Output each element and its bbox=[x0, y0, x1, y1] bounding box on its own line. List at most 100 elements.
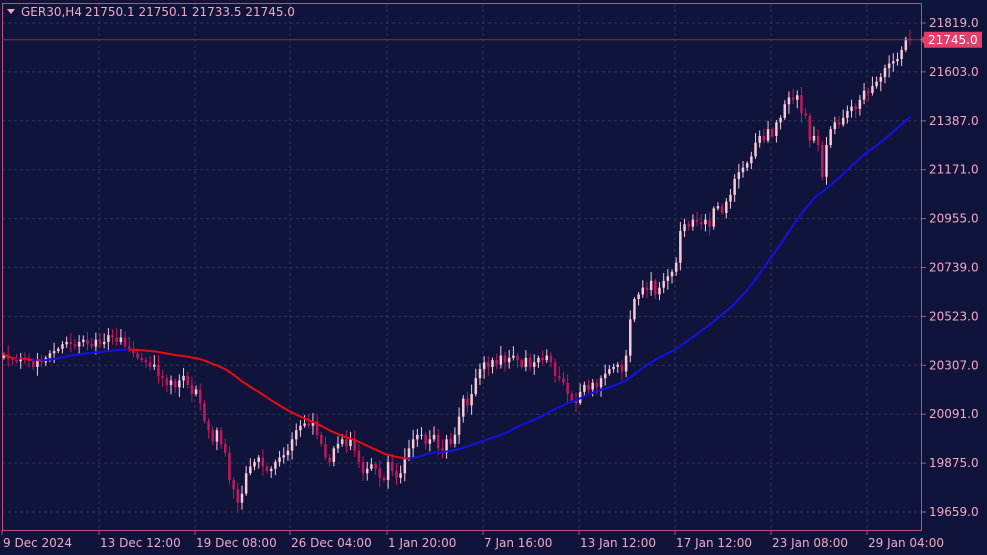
candle-body bbox=[812, 135, 816, 141]
candle-body bbox=[441, 448, 444, 453]
candle-body bbox=[745, 163, 749, 168]
candle-body bbox=[796, 95, 799, 100]
y-tick-label: 20307.0 bbox=[929, 358, 979, 372]
candle-body bbox=[153, 364, 156, 367]
candle-body bbox=[257, 457, 260, 462]
candle-body bbox=[862, 90, 866, 100]
candle-body bbox=[403, 457, 407, 474]
candle-body bbox=[524, 357, 528, 367]
candle-body bbox=[411, 439, 415, 449]
candle-body bbox=[829, 129, 832, 146]
candle-body bbox=[516, 355, 519, 361]
candle-body bbox=[11, 358, 14, 361]
candle-body bbox=[198, 389, 202, 404]
x-tick-label: 19 Dec 08:00 bbox=[196, 536, 277, 550]
candle-body bbox=[879, 77, 883, 82]
candle-body bbox=[562, 378, 565, 383]
candle-body bbox=[750, 156, 753, 164]
candle-body bbox=[69, 341, 73, 345]
candle-body bbox=[691, 219, 695, 227]
candle-body bbox=[587, 384, 590, 390]
candle-body bbox=[186, 375, 189, 385]
candle-body bbox=[311, 421, 315, 426]
candle-body bbox=[495, 360, 498, 365]
candle-body bbox=[361, 461, 365, 474]
ma-segment bbox=[771, 249, 778, 258]
candle-body bbox=[203, 403, 206, 422]
candle-body bbox=[224, 443, 227, 453]
candle-body bbox=[608, 369, 611, 374]
candle-body bbox=[900, 49, 903, 59]
price-tag-arrow bbox=[920, 34, 925, 45]
candle-body bbox=[282, 455, 285, 458]
candle-body bbox=[178, 380, 181, 388]
y-tick-label: 19875.0 bbox=[929, 456, 979, 470]
ma-segment bbox=[750, 278, 757, 286]
candle-body bbox=[449, 439, 452, 444]
ma-segment bbox=[779, 236, 786, 246]
triangle-down-icon[interactable] bbox=[7, 9, 15, 14]
candle-body bbox=[31, 361, 35, 367]
candle-body bbox=[132, 348, 135, 354]
candle-body bbox=[725, 201, 728, 213]
candle-body bbox=[382, 477, 386, 481]
x-tick-label: 1 Jan 20:00 bbox=[388, 536, 456, 550]
candle-body bbox=[674, 262, 678, 272]
candle-body bbox=[165, 378, 169, 385]
candle-body bbox=[86, 339, 89, 345]
candle-body bbox=[666, 276, 670, 281]
candle-body bbox=[36, 360, 39, 367]
candle-body bbox=[833, 122, 837, 130]
candle-body bbox=[107, 335, 110, 342]
ma-segment bbox=[775, 243, 782, 252]
candle-body bbox=[261, 457, 265, 467]
candle-body bbox=[804, 113, 807, 116]
candle-body bbox=[654, 280, 657, 295]
candle-body bbox=[136, 353, 139, 358]
ma-segment bbox=[746, 283, 753, 291]
candle-body bbox=[595, 382, 599, 388]
candle-body bbox=[821, 145, 824, 177]
candle-body bbox=[73, 344, 77, 347]
candle-body bbox=[787, 97, 791, 105]
candle-body bbox=[866, 90, 870, 93]
x-tick-label: 29 Jan 04:00 bbox=[868, 536, 944, 550]
candle-body bbox=[466, 398, 469, 406]
candle-body bbox=[470, 394, 473, 406]
candle-body bbox=[837, 122, 841, 125]
candle-body bbox=[528, 357, 532, 367]
y-tick-label: 20091.0 bbox=[929, 407, 979, 421]
ma-segment bbox=[758, 266, 765, 275]
candle-body bbox=[274, 461, 277, 469]
header-symbol: GER30,H4 bbox=[21, 5, 82, 19]
candle-body bbox=[111, 335, 114, 338]
candle-body bbox=[445, 439, 448, 453]
candle-body bbox=[687, 224, 690, 227]
candle-body bbox=[683, 224, 686, 232]
candle-body bbox=[766, 129, 770, 141]
candle-body bbox=[436, 434, 440, 449]
candle-body bbox=[591, 382, 594, 390]
candle-body bbox=[365, 468, 369, 474]
candle-body bbox=[850, 106, 853, 112]
candle-body bbox=[904, 38, 908, 50]
candle-body bbox=[503, 355, 507, 363]
candle-body bbox=[94, 339, 98, 347]
candle-body bbox=[770, 129, 774, 136]
candle-body bbox=[482, 362, 486, 370]
candle-body bbox=[779, 117, 782, 123]
candle-body bbox=[662, 280, 665, 288]
price-tag-label: 21745.0 bbox=[928, 33, 978, 47]
candle-body bbox=[816, 135, 820, 146]
candle-body bbox=[391, 461, 394, 472]
candle-body bbox=[670, 271, 674, 277]
candle-body bbox=[908, 38, 912, 40]
candle-body bbox=[161, 375, 164, 379]
price-tag-bg bbox=[924, 31, 982, 48]
y-tick-label: 20955.0 bbox=[929, 212, 979, 226]
candle-body bbox=[353, 439, 356, 451]
ma-segment bbox=[762, 260, 770, 269]
candle-body bbox=[737, 172, 741, 179]
candle-body bbox=[215, 430, 219, 442]
